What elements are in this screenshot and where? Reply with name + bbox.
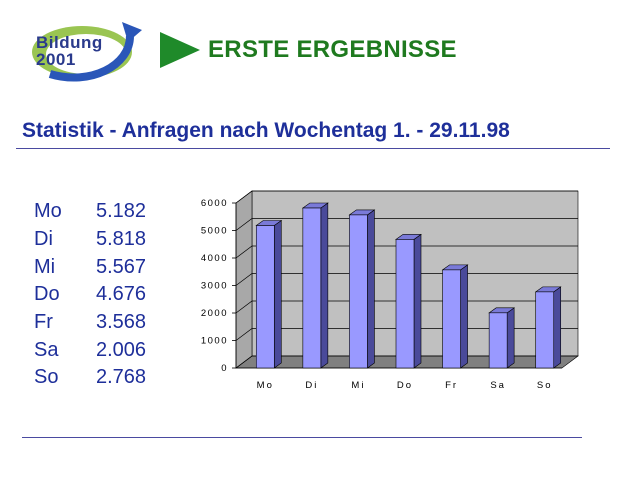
chart-gridline xyxy=(235,218,578,231)
chart-gridline xyxy=(235,328,578,341)
chart-gridline xyxy=(235,355,578,369)
bar xyxy=(442,269,461,369)
x-tick-label: Mo xyxy=(257,380,274,391)
weekday-bar-chart: 0 1000 2000 3000 4000 5000 6000 Mo Di Mi Do Fr Sa So xyxy=(201,190,579,391)
bar-side xyxy=(273,219,282,369)
day-value: 5.182 xyxy=(96,200,147,223)
bar-side xyxy=(460,264,468,369)
bar xyxy=(395,239,415,369)
header-title: ERSTE ERGEBNISSE xyxy=(208,36,457,63)
chart-gridline xyxy=(235,273,578,286)
bar-side xyxy=(506,307,515,369)
bildung-2001-logo: Bildung 2001 xyxy=(30,16,148,82)
list-item: So 2.768 xyxy=(34,364,146,392)
day-label: Di xyxy=(34,228,53,251)
day-label: Fr xyxy=(34,311,53,334)
chart-gridline xyxy=(235,300,578,314)
logo-text-line1: Bildung xyxy=(36,33,103,52)
day-label: Do xyxy=(34,283,60,306)
bar-side xyxy=(553,286,562,369)
x-tick-label: Di xyxy=(305,380,318,391)
day-value: 2.006 xyxy=(96,338,147,361)
y-tick-label: 5000 xyxy=(201,226,228,237)
top-divider xyxy=(16,148,610,149)
y-tick-label: 3000 xyxy=(201,281,228,292)
bar xyxy=(488,312,508,369)
logo-text-line2: 2001 xyxy=(36,50,76,69)
x-tick-label: Fr xyxy=(445,380,458,391)
x-tick-label: Mi xyxy=(351,380,365,391)
day-value: 2.768 xyxy=(96,366,147,389)
bar-side xyxy=(320,202,329,369)
list-item: Do 4.676 xyxy=(34,281,146,309)
y-tick-label: 4000 xyxy=(201,253,228,264)
bottom-divider xyxy=(22,437,582,438)
bar xyxy=(255,225,275,369)
day-label: So xyxy=(34,366,59,389)
bar xyxy=(535,291,555,369)
chart-gridline xyxy=(235,245,578,259)
y-tick-label: 0 xyxy=(221,363,228,374)
day-value: 3.568 xyxy=(96,311,147,334)
chart-gridline xyxy=(235,190,578,204)
bar-side xyxy=(367,209,375,369)
x-tick-label: Do xyxy=(397,380,413,391)
list-item: Sa 2.006 xyxy=(34,336,146,364)
x-tick-label: Sa xyxy=(490,380,506,391)
day-value: 5.567 xyxy=(96,255,147,278)
list-item: Mi 5.567 xyxy=(34,253,146,281)
day-label: Sa xyxy=(34,338,59,361)
list-item: Di 5.818 xyxy=(34,226,146,254)
play-arrow-icon xyxy=(160,32,200,68)
day-label: Mo xyxy=(34,200,62,223)
logo-swoosh-icon xyxy=(32,22,142,82)
bar-side xyxy=(413,233,422,369)
x-tick-label: So xyxy=(537,380,553,391)
page-subtitle: Statistik - Anfragen nach Wochentag 1. -… xyxy=(22,119,510,142)
day-value: 4.676 xyxy=(96,283,147,306)
day-value: 5.818 xyxy=(96,228,147,251)
bar xyxy=(302,207,322,369)
y-tick-label: 6000 xyxy=(201,198,228,209)
y-tick-label: 1000 xyxy=(201,336,228,347)
y-tick-label: 2000 xyxy=(201,308,228,319)
weekday-value-list: Mo 5.182 Di 5.818 Mi 5.567 Do 4.676 Fr 3… xyxy=(34,198,146,392)
list-item: Fr 3.568 xyxy=(34,309,146,337)
day-label: Mi xyxy=(34,255,56,278)
bar xyxy=(349,214,368,369)
list-item: Mo 5.182 xyxy=(34,198,146,226)
